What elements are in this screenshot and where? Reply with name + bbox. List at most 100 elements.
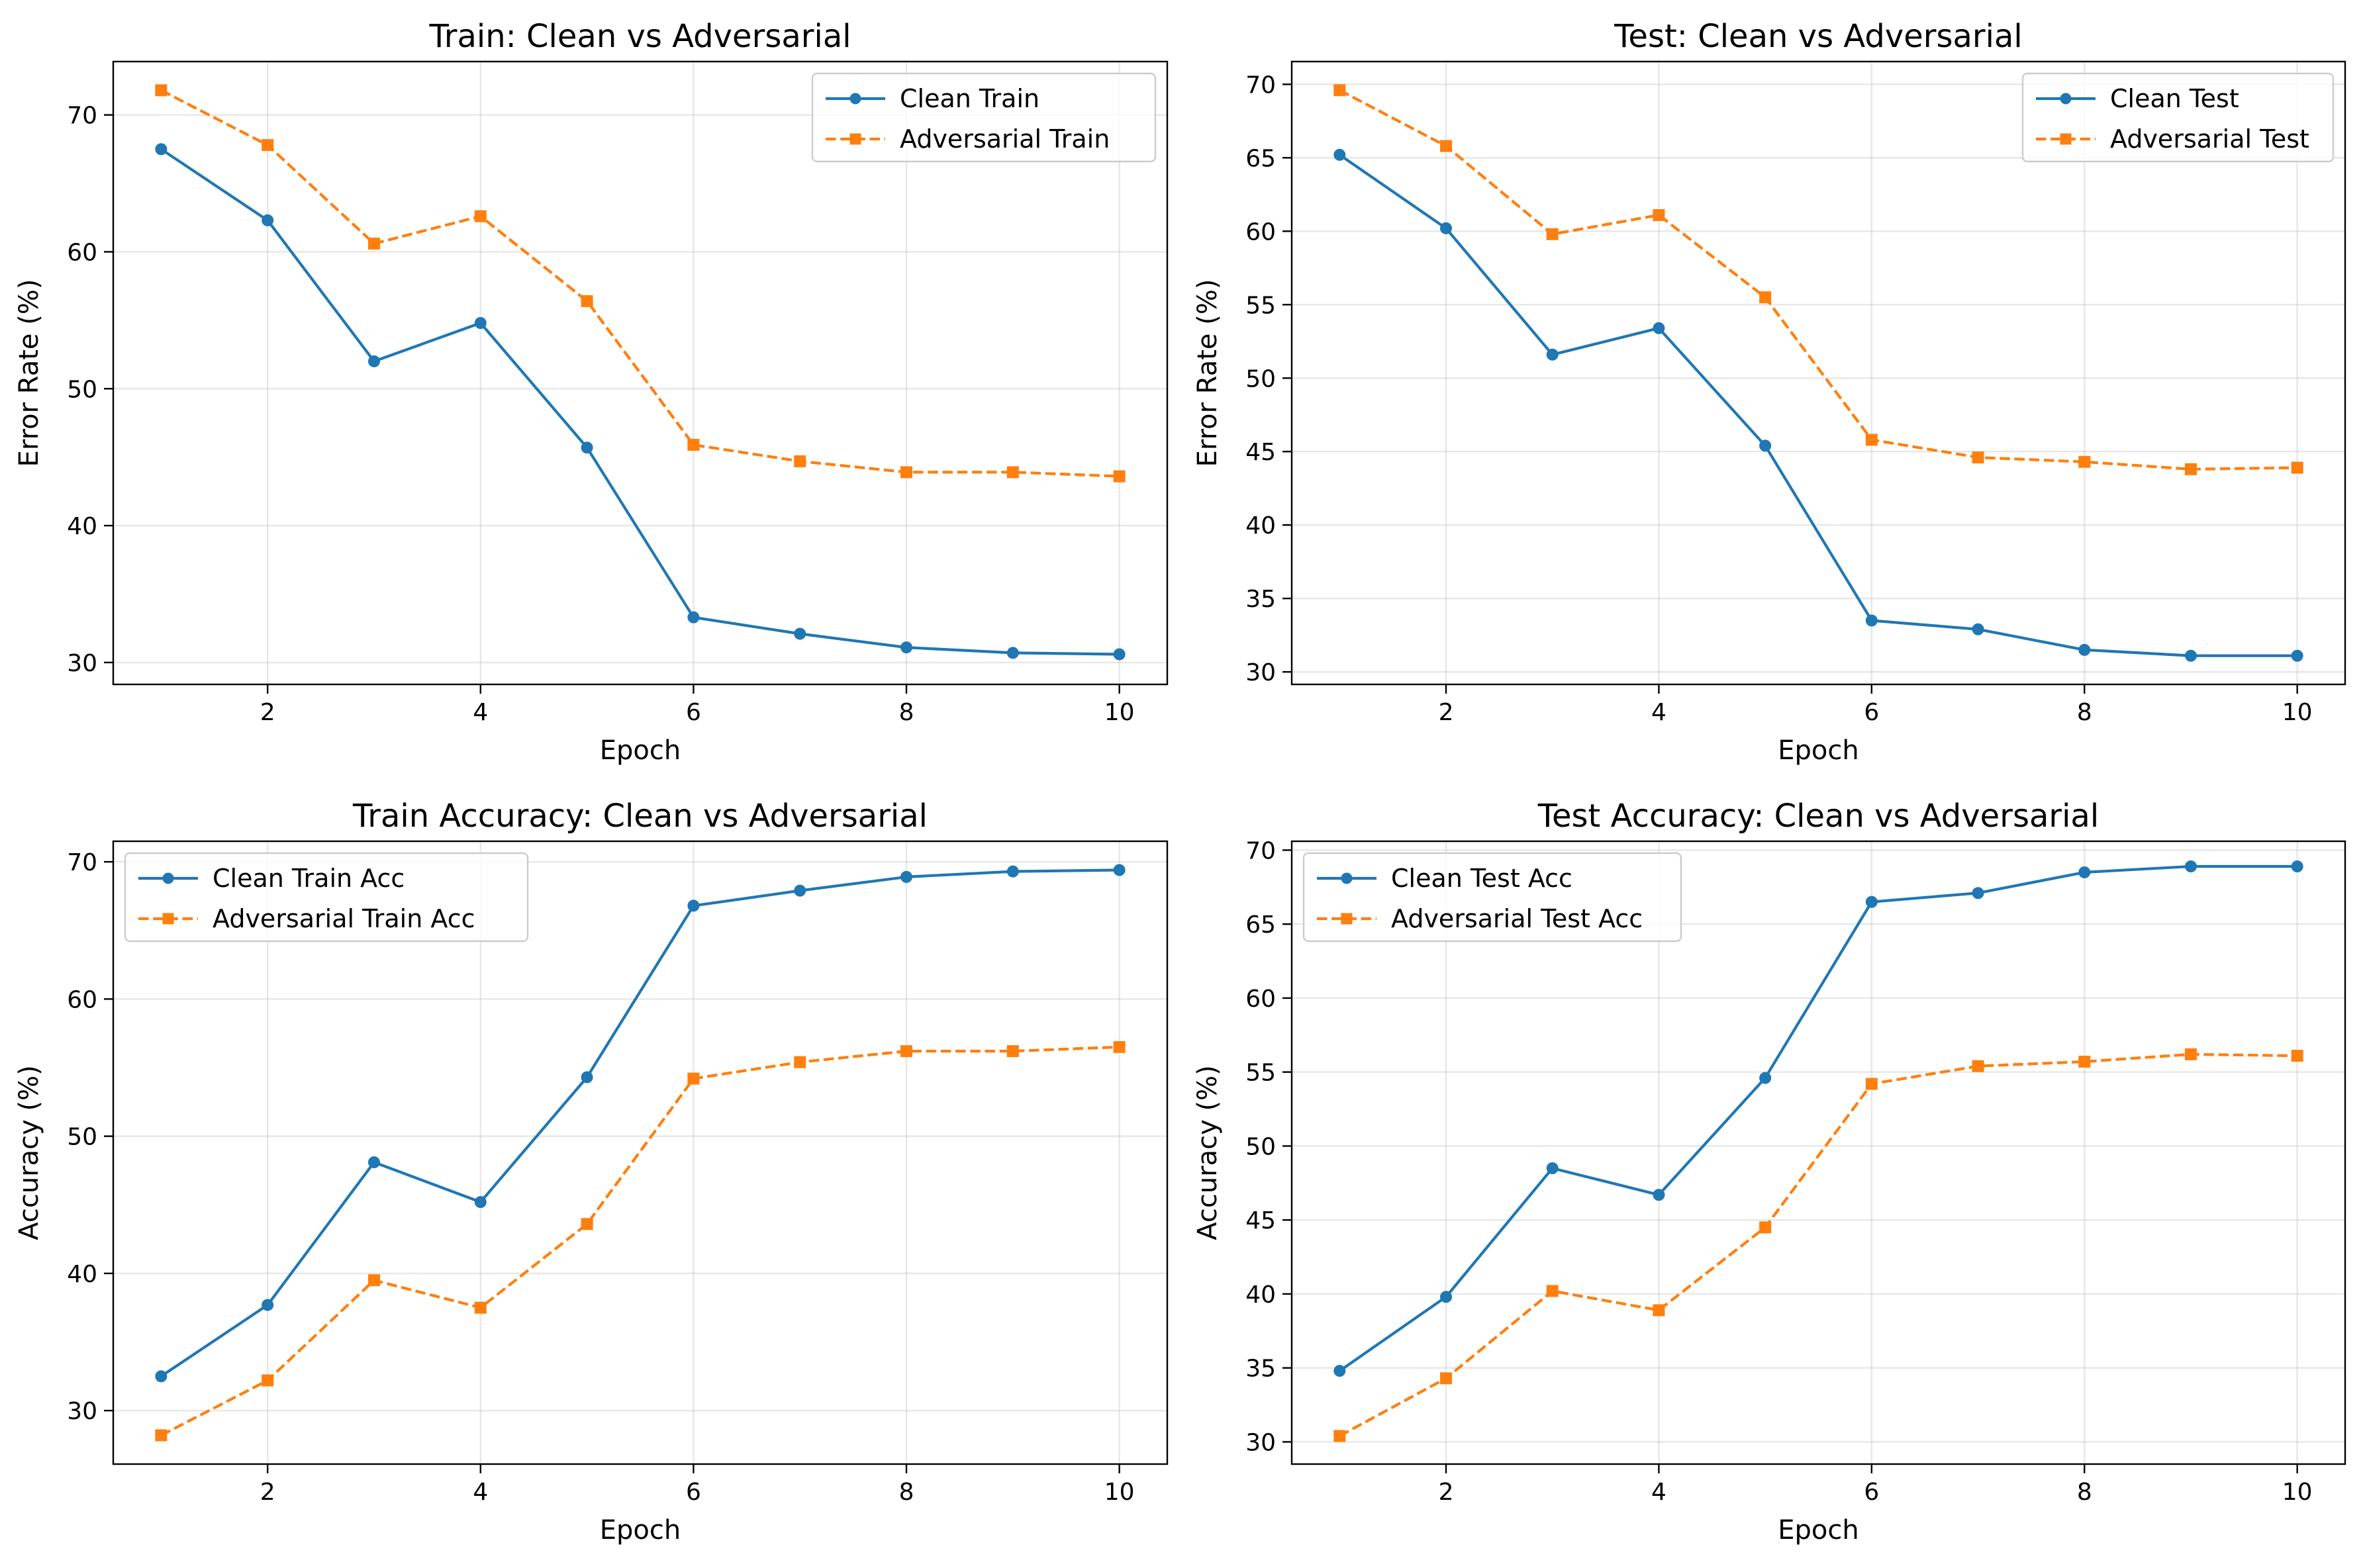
y-tick-label: 60 (1245, 218, 1276, 246)
y-tick-label: 50 (1245, 1133, 1276, 1160)
data-point (794, 1056, 806, 1068)
data-point (1759, 1221, 1772, 1234)
x-tick-label: 2 (260, 1479, 275, 1506)
data-point (1006, 466, 1019, 479)
series-line (1339, 1052, 2297, 1438)
data-point (367, 1274, 380, 1287)
x-axis-label: Epoch (1778, 1515, 1858, 1545)
y-tick-label: 40 (1245, 512, 1276, 539)
y-tick-label: 45 (1245, 439, 1276, 466)
data-point (1972, 887, 1984, 899)
y-tick-label: 60 (67, 239, 97, 266)
ticks: 2 4 6 8 10 30 40 50 60 70 (67, 103, 1134, 726)
y-tick-label: 35 (1245, 586, 1276, 613)
x-tick-label: 8 (2077, 699, 2092, 726)
data-point (1546, 228, 1559, 240)
legend-label: Adversarial Test Acc (1391, 904, 1643, 933)
x-tick-label: 6 (1864, 1479, 1879, 1506)
data-point (1653, 1189, 1665, 1201)
data-point (367, 355, 380, 367)
data-point (687, 1072, 700, 1085)
x-tick-label: 10 (1104, 699, 1135, 726)
data-point (1113, 648, 1126, 661)
data-point (2184, 463, 2197, 475)
data-point (687, 899, 700, 912)
data-point (262, 139, 274, 152)
x-tick-label: 6 (686, 1479, 701, 1506)
y-tick-label: 50 (67, 376, 97, 403)
y-tick-label: 65 (1245, 911, 1276, 939)
series-clean (1333, 148, 2303, 662)
legend-label: Clean Train (900, 84, 1039, 113)
data-point (1333, 84, 1346, 97)
axes-frame (112, 60, 1169, 686)
data-point (794, 884, 806, 897)
y-axis-label: Error Rate (%) (1192, 279, 1223, 467)
y-tick-label: 30 (1245, 1429, 1276, 1456)
data-point (1440, 1291, 1453, 1303)
series-adversarial (155, 1040, 1126, 1442)
legend-marker (1341, 872, 1353, 884)
data-point (155, 1370, 168, 1383)
x-tick-label: 10 (2282, 1479, 2313, 1506)
data-point (2078, 866, 2091, 878)
data-point (367, 1156, 380, 1169)
y-tick-label: 40 (67, 1261, 97, 1288)
data-point (1972, 623, 1984, 635)
data-point (1759, 291, 1772, 304)
series-line (1339, 89, 2297, 471)
data-point (581, 1071, 593, 1084)
data-point (1113, 864, 1126, 876)
legend-frame (124, 852, 529, 943)
data-point (2291, 1050, 2303, 1062)
subplot-test-error: 2 4 6 8 10 30 35 40 45 50 55 60 65 70 Test: Clean vs A… (1192, 18, 2346, 766)
y-tick-label: 60 (67, 986, 97, 1013)
y-tick-label: 40 (1245, 1281, 1276, 1309)
legend: Clean Train Acc Adversarial Train Acc (124, 852, 529, 943)
y-tick-label: 40 (67, 513, 97, 540)
ticks: 2 4 6 8 10 30 35 40 45 50 55 60 65 70 (1245, 71, 2312, 726)
data-point (2184, 649, 2197, 662)
y-tick-label: 55 (1245, 292, 1276, 319)
legend-entry: Clean Test (2036, 84, 2239, 113)
data-point (1653, 208, 1665, 221)
y-tick-label: 60 (1245, 986, 1276, 1013)
data-point (155, 143, 168, 156)
data-point (262, 1299, 274, 1311)
data-point (2291, 461, 2303, 474)
y-tick-label: 70 (67, 103, 97, 130)
data-point (1759, 1072, 1772, 1084)
data-point (794, 627, 806, 640)
data-point (1546, 1162, 1559, 1174)
legend-label: Adversarial Test (2110, 124, 2309, 154)
x-tick-label: 4 (1651, 1479, 1666, 1506)
data-point (1333, 148, 1346, 161)
x-tick-label: 4 (473, 1479, 488, 1506)
legend: Clean Test Acc Adversarial Test Acc (1302, 852, 1682, 943)
x-tick-label: 8 (899, 699, 914, 726)
x-tick-label: 10 (1104, 1479, 1135, 1506)
data-point (581, 441, 593, 454)
data-point (2291, 649, 2303, 662)
axes-frame (112, 840, 1169, 1465)
chart-title: Test Accuracy: Clean vs Adversarial (1537, 798, 2099, 835)
legend-entry: Adversarial Test (2036, 124, 2309, 154)
legend-entry: Clean Train (826, 84, 1039, 113)
legend-entry: Adversarial Train Acc (138, 904, 475, 933)
x-tick-label: 8 (899, 1479, 914, 1506)
x-tick-label: 6 (1864, 699, 1879, 726)
series-line (160, 89, 1120, 478)
series-adversarial (155, 84, 1126, 483)
data-point (1006, 865, 1019, 878)
grid (113, 841, 1167, 1464)
legend-marker (162, 872, 174, 884)
y-tick-label: 30 (67, 1398, 97, 1425)
legend-entry: Clean Train Acc (138, 864, 405, 893)
y-tick-label: 55 (1245, 1060, 1276, 1087)
grid (1292, 841, 2345, 1464)
x-tick-label: 2 (1439, 699, 1454, 726)
y-tick-label: 35 (1245, 1356, 1276, 1383)
subplot-train-accuracy: 2 4 6 8 10 30 40 50 60 70 Train Accuracy: Clean vs… (14, 798, 1169, 1545)
data-point (1546, 348, 1559, 361)
